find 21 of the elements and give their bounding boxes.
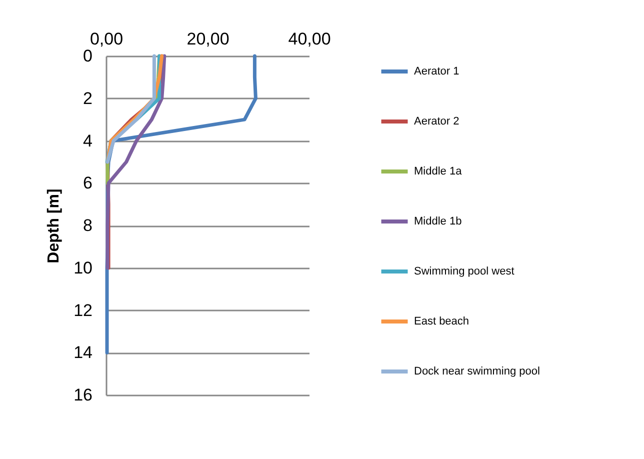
legend-label: Swimming pool west	[414, 266, 514, 278]
y-tick-label: 6	[83, 174, 92, 193]
y-tick-label: 0	[83, 46, 92, 66]
legend-label: Middle 1b	[414, 216, 462, 228]
y-tick-label: 14	[74, 343, 92, 362]
y-tick-label: 4	[83, 131, 92, 150]
y-tick-label: 12	[74, 300, 92, 320]
x-tick-label: 20,00	[186, 30, 230, 48]
line-series	[106, 54, 166, 270]
x-tick-label: 0,00	[90, 30, 124, 48]
y-tick-label: 10	[74, 258, 92, 278]
legend-label: East beach	[414, 316, 470, 328]
y-tick-label: 2	[83, 88, 92, 108]
legend-label: Aerator 2	[414, 116, 460, 128]
y-axis-title: Depth [m]	[46, 188, 63, 264]
legend-label: Middle 1a	[414, 166, 463, 178]
legend-label: Aerator 1	[414, 66, 460, 78]
y-tick-label: 8	[83, 216, 92, 235]
y-tick-label: 16	[74, 386, 92, 404]
x-tick-label: 40,00	[288, 30, 331, 48]
legend-label: Dock near swimming pool	[414, 366, 540, 378]
